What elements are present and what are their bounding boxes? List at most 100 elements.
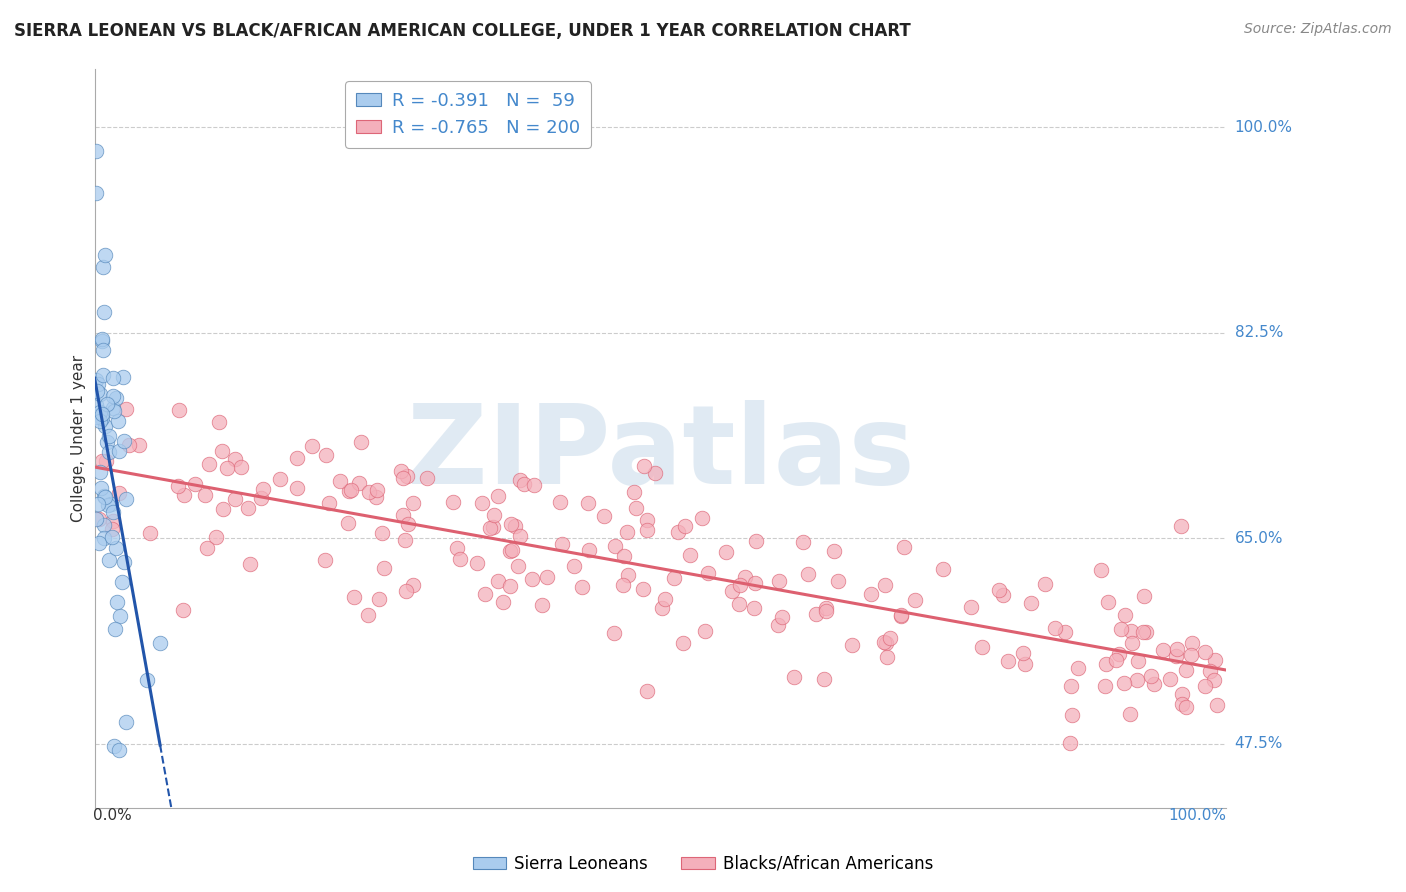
- Point: [478, 521, 501, 535]
- Point: [1204, 653, 1226, 667]
- Point: [571, 580, 593, 594]
- Point: [1181, 635, 1204, 649]
- Point: [87, 497, 110, 511]
- Point: [195, 541, 218, 555]
- Point: [506, 558, 529, 573]
- Point: [636, 513, 658, 527]
- Point: [368, 592, 391, 607]
- Point: [1114, 607, 1136, 622]
- Point: [804, 607, 827, 621]
- Point: [987, 583, 1010, 598]
- Point: [89, 535, 111, 549]
- Point: [108, 743, 131, 757]
- Point: [349, 476, 371, 491]
- Point: [391, 508, 413, 522]
- Point: [1126, 673, 1149, 688]
- Point: [1097, 594, 1119, 608]
- Point: [1171, 686, 1194, 700]
- Point: [149, 636, 172, 650]
- Text: 100.0%: 100.0%: [1168, 808, 1226, 823]
- Point: [997, 654, 1019, 668]
- Point: [1035, 576, 1057, 591]
- Point: [90, 407, 112, 421]
- Point: [93, 490, 115, 504]
- Point: [664, 571, 686, 585]
- Point: [1014, 657, 1036, 671]
- Point: [394, 584, 416, 599]
- Point: [481, 519, 503, 533]
- Text: 82.5%: 82.5%: [1234, 326, 1282, 340]
- Point: [1194, 645, 1216, 659]
- Point: [728, 578, 751, 592]
- Point: [93, 419, 115, 434]
- Point: [224, 491, 246, 506]
- Text: SIERRA LEONEAN VS BLACK/AFRICAN AMERICAN COLLEGE, UNDER 1 YEAR CORRELATION CHART: SIERRA LEONEAN VS BLACK/AFRICAN AMERICAN…: [14, 22, 911, 40]
- Point: [512, 476, 534, 491]
- Point: [890, 607, 912, 622]
- Point: [616, 525, 638, 540]
- Point: [105, 391, 128, 405]
- Point: [1171, 697, 1194, 711]
- Point: [173, 488, 195, 502]
- Point: [449, 552, 471, 566]
- Point: [530, 598, 553, 612]
- Point: [402, 496, 425, 510]
- Point: [932, 562, 955, 576]
- Point: [118, 438, 141, 452]
- Text: Source: ZipAtlas.com: Source: ZipAtlas.com: [1244, 22, 1392, 37]
- Point: [644, 466, 666, 480]
- Point: [562, 558, 585, 573]
- Point: [1012, 647, 1035, 661]
- Point: [509, 473, 531, 487]
- Point: [623, 485, 645, 500]
- Point: [1043, 621, 1066, 635]
- Point: [1140, 669, 1163, 683]
- Point: [167, 479, 190, 493]
- Point: [814, 604, 837, 618]
- Point: [315, 448, 337, 462]
- Point: [236, 500, 259, 515]
- Point: [167, 403, 190, 417]
- Point: [101, 505, 124, 519]
- Point: [548, 495, 571, 509]
- Point: [1206, 698, 1229, 712]
- Point: [396, 516, 419, 531]
- Point: [792, 534, 814, 549]
- Point: [115, 492, 138, 507]
- Point: [314, 553, 336, 567]
- Point: [91, 343, 114, 357]
- Point: [205, 530, 228, 544]
- Point: [636, 524, 658, 538]
- Point: [100, 497, 122, 511]
- Point: [509, 529, 531, 543]
- Point: [1194, 679, 1216, 693]
- Point: [605, 539, 627, 553]
- Point: [872, 635, 894, 649]
- Y-axis label: College, Under 1 year: College, Under 1 year: [72, 355, 86, 522]
- Point: [89, 414, 111, 428]
- Point: [672, 635, 695, 649]
- Point: [105, 541, 128, 555]
- Text: ZIPatlas: ZIPatlas: [406, 400, 914, 507]
- Point: [520, 572, 543, 586]
- Point: [1159, 673, 1181, 687]
- Point: [890, 609, 912, 624]
- Point: [357, 608, 380, 623]
- Point: [693, 624, 716, 638]
- Text: 47.5%: 47.5%: [1234, 737, 1282, 751]
- Point: [1198, 665, 1220, 679]
- Point: [136, 673, 159, 688]
- Point: [91, 334, 114, 348]
- Point: [229, 459, 252, 474]
- Point: [84, 398, 107, 412]
- Point: [1132, 625, 1154, 640]
- Point: [1119, 706, 1142, 721]
- Point: [796, 566, 818, 581]
- Point: [875, 636, 897, 650]
- Point: [224, 451, 246, 466]
- Point: [1112, 675, 1135, 690]
- Point: [107, 595, 129, 609]
- Point: [815, 600, 838, 615]
- Point: [84, 186, 107, 200]
- Point: [269, 472, 291, 486]
